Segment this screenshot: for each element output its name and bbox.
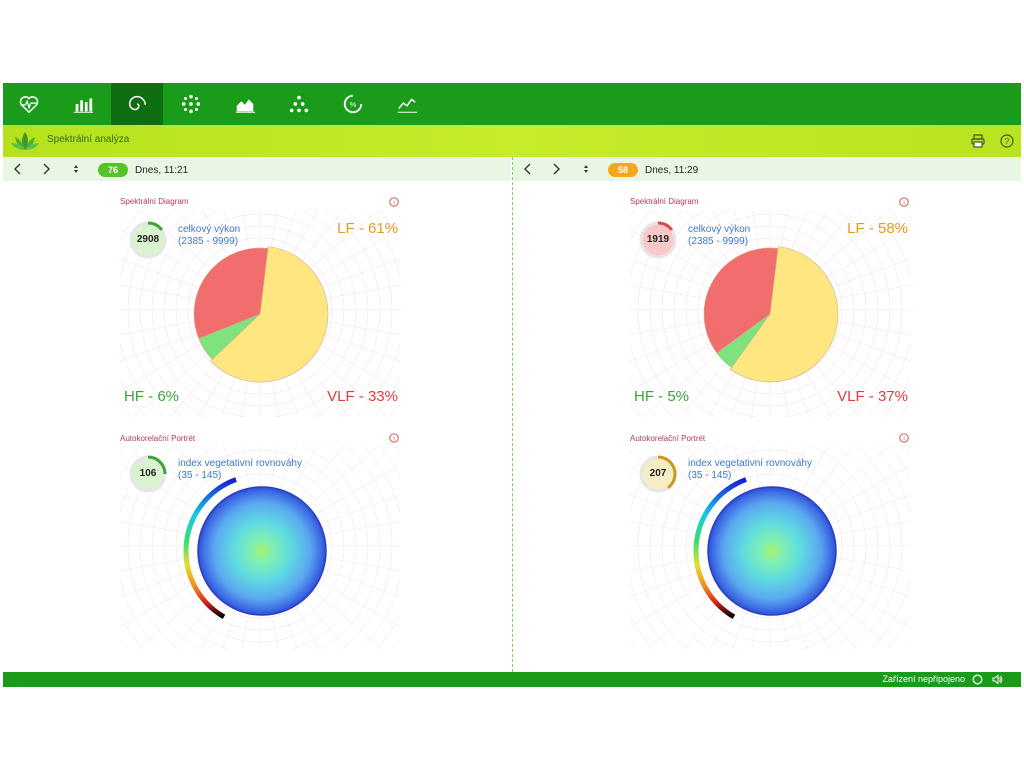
pie-slice-vlf	[193, 247, 269, 340]
spectral-diagram-chart: 1919 celkový výkon (2385 - 9999) LF - 58% HF…	[630, 210, 910, 417]
tab-spectral[interactable]	[111, 83, 163, 125]
pie-slice-vlf	[703, 247, 779, 354]
print-icon[interactable]	[971, 134, 985, 148]
total-power-gauge-arc	[147, 221, 163, 231]
balance-index-range: (35 - 145)	[688, 470, 732, 481]
hf-label: HF - 5%	[634, 388, 690, 405]
balance-index-range: (35 - 145)	[178, 470, 222, 481]
total-power-name: celkový výkon	[178, 224, 241, 235]
svg-text:i: i	[903, 201, 904, 207]
balance-index-gauge-arc	[147, 455, 167, 475]
connection-circle-icon[interactable]	[972, 674, 983, 685]
bar-chart-icon	[73, 98, 94, 113]
tab-line-chart[interactable]	[381, 83, 433, 125]
balance-index-gauge: 106	[128, 454, 168, 494]
tab-heartbeat[interactable]	[3, 83, 55, 125]
percent-circle-icon: %	[343, 94, 363, 114]
line-chart-icon	[397, 98, 418, 113]
tab-percent[interactable]: %	[327, 83, 379, 125]
autocorrelation-title: Autokorelační Portrét	[630, 434, 706, 443]
autocorrelation-title: Autokorelační Portrét	[120, 434, 196, 443]
total-power-range: (2385 - 9999)	[178, 236, 239, 247]
score-badge: 58	[608, 163, 638, 177]
autocorrelation-portrait: 106 index vegetativní rovnováhy (35 - 145)	[120, 446, 400, 649]
dots-cluster-icon	[181, 94, 201, 114]
spectral-diagram-title: Spektrální Diagram	[630, 197, 699, 206]
autocorrelation-portrait: 207 index vegetativní rovnováhy (35 - 145)	[630, 446, 910, 649]
speaker-icon[interactable]	[992, 674, 1003, 685]
record-date: Dnes, 11:29	[645, 165, 699, 176]
pie-slice-lf	[210, 246, 329, 383]
sort-icon[interactable]	[71, 162, 81, 176]
tab-dots[interactable]	[165, 83, 217, 125]
balance-index-gauge-value: 207	[649, 468, 667, 479]
page-title: Spektrální analýza	[47, 134, 130, 145]
balance-index-name: index vegetativní rovnováhy	[688, 458, 812, 469]
sub-header: Spektrální analýza ?	[3, 125, 1021, 157]
svg-text:i: i	[903, 437, 904, 443]
info-icon[interactable]: i	[899, 197, 909, 207]
comparison-panel-right: 58 Dnes, 11:29 Spektrální Diagram i 1919 celk…	[513, 157, 1021, 672]
next-arrow-icon[interactable]	[39, 162, 53, 176]
svg-text:?: ?	[1005, 137, 1010, 146]
autocorrelation-disk	[707, 486, 837, 616]
lotus-logo-icon	[11, 132, 39, 150]
heartbeat-icon	[19, 96, 39, 114]
panel-divider	[512, 157, 513, 672]
vlf-label: VLF - 33%	[327, 388, 398, 405]
record-nav-bar: 58 Dnes, 11:29	[513, 157, 1021, 181]
autocorrelation-disk	[197, 486, 327, 616]
info-icon[interactable]: i	[389, 197, 399, 207]
next-arrow-icon[interactable]	[549, 162, 563, 176]
tab-bar-chart[interactable]	[57, 83, 109, 125]
balance-index-gauge-value: 106	[139, 468, 157, 479]
vlf-label: VLF - 37%	[837, 388, 908, 405]
balance-index-gauge-arc	[657, 455, 677, 489]
app-window: % Spektrální analýza ? 76 Dnes, 11:21 Spek…	[3, 83, 1021, 687]
help-icon[interactable]: ?	[1000, 134, 1014, 148]
info-icon[interactable]: i	[389, 433, 399, 443]
lf-label: LF - 61%	[337, 220, 398, 237]
total-power-gauge: 1919	[638, 220, 678, 260]
comparison-panel-left: 76 Dnes, 11:21 Spektrální Diagram i 2908 celk…	[3, 157, 511, 672]
svg-text:%: %	[350, 100, 357, 109]
tab-triangle[interactable]	[273, 83, 325, 125]
hf-label: HF - 6%	[124, 388, 180, 405]
total-power-range: (2385 - 9999)	[688, 236, 749, 247]
score-badge: 76	[98, 163, 128, 177]
top-toolbar: %	[3, 83, 1021, 125]
lf-label: LF - 58%	[847, 220, 908, 237]
spectral-diagram-title: Spektrální Diagram	[120, 197, 189, 206]
svg-text:i: i	[393, 437, 394, 443]
tab-area-chart[interactable]	[219, 83, 271, 125]
prev-arrow-icon[interactable]	[521, 162, 535, 176]
total-power-gauge: 2908	[128, 220, 168, 260]
device-status: Zařízení nepřipojeno	[882, 674, 965, 684]
prev-arrow-icon[interactable]	[11, 162, 25, 176]
color-scale-arc	[693, 477, 747, 619]
sort-icon[interactable]	[581, 162, 591, 176]
spectral-diagram-chart: 2908 celkový výkon (2385 - 9999) LF - 61% HF…	[120, 210, 400, 417]
color-scale-arc	[183, 477, 237, 619]
status-bar: Zařízení nepřipojeno	[3, 672, 1021, 687]
balance-index-gauge: 207	[638, 454, 678, 494]
total-power-gauge-value: 1919	[646, 234, 670, 245]
spiral-icon	[128, 95, 146, 111]
info-icon[interactable]: i	[899, 433, 909, 443]
area-chart-icon	[235, 99, 256, 113]
record-nav-bar: 76 Dnes, 11:21	[3, 157, 511, 181]
total-power-gauge-value: 2908	[136, 234, 160, 245]
balance-index-name: index vegetativní rovnováhy	[178, 458, 302, 469]
svg-text:i: i	[393, 201, 394, 207]
total-power-gauge-arc	[657, 221, 673, 231]
total-power-name: celkový výkon	[688, 224, 751, 235]
pie-slice-lf	[729, 246, 839, 383]
triangle-dots-icon	[289, 95, 309, 113]
record-date: Dnes, 11:21	[135, 165, 189, 176]
